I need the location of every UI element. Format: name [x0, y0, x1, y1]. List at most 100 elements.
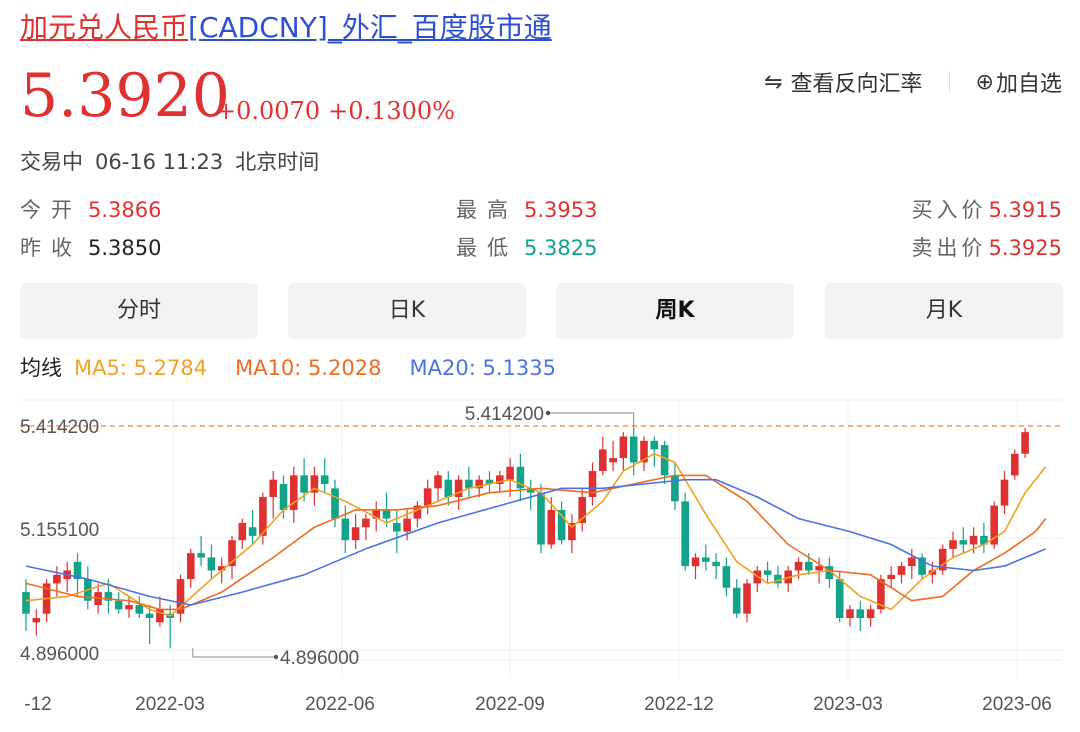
candle-body	[732, 587, 741, 614]
candle-up	[1000, 471, 1009, 515]
candle-body	[866, 609, 875, 619]
change-value: +0.0070	[216, 97, 321, 125]
max-annotation-dot	[545, 410, 551, 416]
candle-body	[351, 527, 360, 541]
x-tick-label: 2022-09	[475, 694, 545, 715]
min-annotation-dot	[273, 654, 279, 660]
candle-down	[393, 509, 401, 554]
candle-down	[444, 471, 453, 506]
candle-body	[846, 609, 854, 619]
candle-body	[877, 579, 885, 610]
candle-up	[63, 561, 71, 593]
candle-body	[176, 579, 185, 614]
candle-up	[434, 471, 442, 502]
tab-weekly-k[interactable]: 周K	[556, 283, 794, 339]
candle-body	[774, 574, 782, 584]
candle-up	[990, 501, 998, 549]
candle-down	[825, 557, 834, 588]
add-watchlist-button[interactable]: ⊕ 加自选	[976, 66, 1062, 98]
candle-body	[702, 557, 710, 562]
candle-down	[526, 479, 535, 510]
candle-body	[32, 618, 41, 623]
tab-monthly-k[interactable]: 月K	[825, 283, 1063, 339]
candle-body	[217, 566, 226, 571]
candle-up	[423, 479, 432, 515]
candle-body	[990, 505, 998, 545]
candle-body	[135, 605, 144, 614]
tab-daily-k[interactable]: 日K	[288, 283, 526, 339]
candle-body	[815, 566, 823, 571]
candle-up	[908, 548, 916, 580]
candle-body	[743, 583, 751, 614]
candle-body	[279, 484, 288, 510]
candle-down	[774, 566, 782, 588]
candle-body	[362, 518, 370, 528]
open-label: 今开	[20, 198, 82, 222]
candle-body	[454, 479, 463, 497]
candle-body	[908, 557, 916, 567]
candle-body	[1011, 453, 1019, 476]
candle-body	[496, 475, 504, 485]
y-tick-label: 5.155100	[20, 520, 99, 541]
candle-body	[1021, 432, 1029, 454]
low-label: 最低	[456, 236, 518, 260]
candle-body	[207, 557, 216, 571]
quote-bid: 买入价5.3915	[912, 194, 1062, 226]
candle-up	[362, 514, 370, 541]
candle-up	[547, 496, 556, 549]
candle-down	[145, 605, 154, 644]
ma-legend: 均线 MA5: 5.2784 MA10: 5.2028 MA20: 5.1335	[20, 352, 568, 384]
candle-body	[578, 496, 586, 523]
ask-label: 卖出价	[911, 236, 987, 260]
candle-body	[393, 522, 401, 532]
candle-up	[887, 566, 895, 588]
candle-up	[125, 596, 133, 619]
candle-down	[650, 436, 659, 467]
candle-body	[949, 540, 957, 549]
tab-intraday[interactable]: 分时	[20, 283, 258, 339]
candle-up	[846, 605, 854, 627]
candle-down	[722, 557, 731, 597]
title-pair-link[interactable]: 兑人民币	[76, 11, 189, 44]
candle-down	[537, 484, 545, 554]
candle-body	[650, 440, 659, 450]
candle-body	[145, 613, 154, 619]
change-percent: +0.1300%	[328, 97, 455, 125]
high-label: 最高	[456, 198, 518, 222]
reverse-rate-button[interactable]: ⇋ 查看反向汇率	[764, 66, 922, 98]
candle-up	[578, 488, 586, 532]
candle-up	[815, 557, 823, 584]
candle-body	[423, 488, 432, 506]
open-value: 5.3866	[88, 198, 162, 222]
candle-up	[156, 596, 164, 627]
bid-value: 5.3915	[988, 198, 1062, 222]
weekly-candlestick-chart[interactable]: 5.414200 5.155100 4.896000 5.414200 4.896000…	[0, 388, 1080, 732]
candle-up	[938, 544, 947, 575]
x-tick-label: 2023-03	[813, 694, 883, 715]
title-currency-link[interactable]: 加元	[20, 11, 77, 44]
candle-down	[856, 600, 865, 631]
candle-body	[475, 479, 483, 489]
candle-up	[351, 514, 360, 549]
candle-down	[485, 471, 494, 493]
candle-body	[825, 566, 834, 580]
trading-status: 交易中 06-16 11:23 北京时间	[20, 146, 319, 178]
candle-down	[300, 458, 308, 502]
candle-body	[187, 553, 195, 580]
candle-body	[588, 471, 597, 497]
bid-label: 买入价	[911, 198, 987, 222]
plus-circle-icon: ⊕	[975, 69, 994, 95]
candle-up	[310, 466, 319, 506]
candle-down	[84, 566, 92, 610]
candle-body	[671, 475, 679, 502]
candle-up	[187, 548, 195, 588]
candle-body	[73, 561, 82, 580]
ma5-line	[25, 453, 1047, 617]
title-source-link[interactable]: [CADCNY]_外汇_百度股市通	[188, 11, 552, 44]
candle-down	[320, 458, 329, 493]
candle-body	[969, 535, 978, 545]
candle-body	[959, 540, 968, 545]
candle-body	[300, 475, 308, 493]
candle-down	[135, 596, 144, 619]
quote-high: 最高 5.3953	[456, 194, 597, 226]
